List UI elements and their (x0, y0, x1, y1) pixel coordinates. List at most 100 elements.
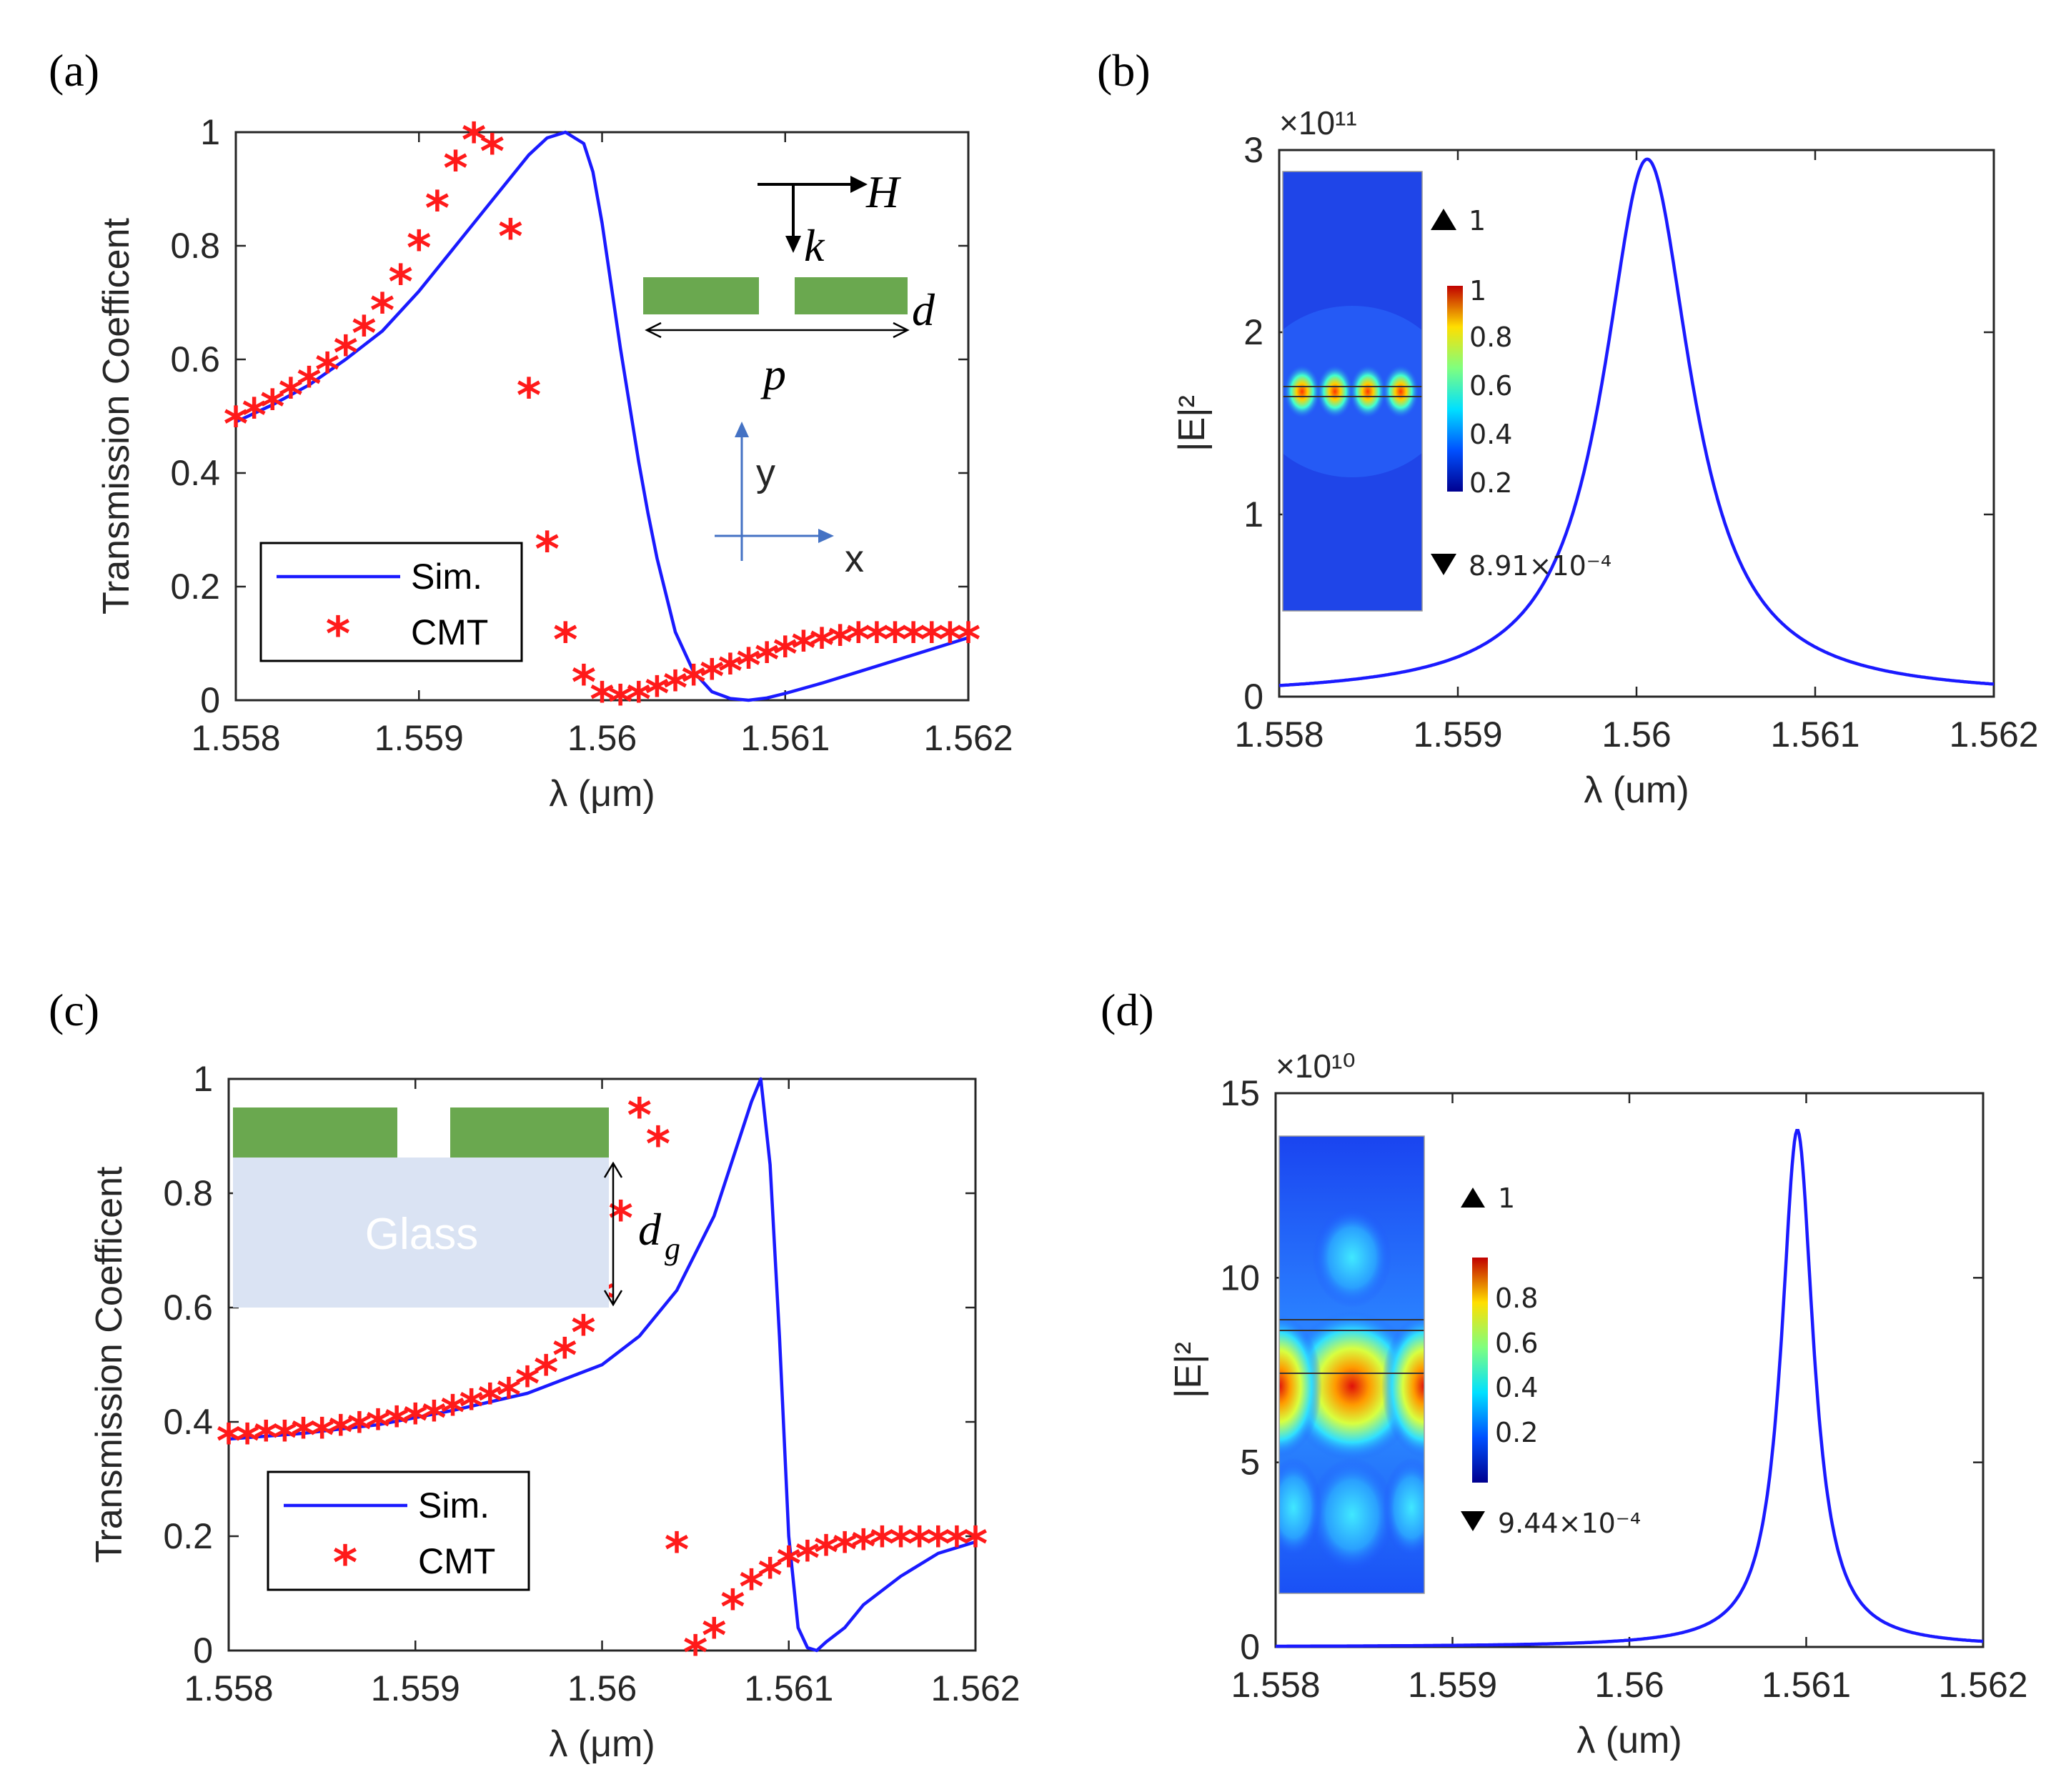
x-tick-label: 1.558 (184, 1668, 273, 1708)
inset-grating-schematic-a: H k d p y x (643, 166, 935, 580)
min-marker-icon (1461, 1511, 1485, 1531)
y-tick-label: 1 (1243, 494, 1263, 534)
cmt-point: * (681, 655, 706, 710)
thickness-label-d: d (912, 284, 935, 335)
cmt-point: * (938, 613, 963, 668)
y-axis-label: y (756, 452, 775, 494)
colorbar-tick: 0.8 (1469, 322, 1512, 353)
y-tick-label: 0.8 (163, 1173, 213, 1213)
lower-lobe (1309, 1458, 1395, 1572)
x-tick-label: 1.559 (1413, 715, 1502, 755)
hotspot-left (1279, 1315, 1322, 1458)
legend-label-cmt: CMT (411, 612, 488, 652)
cmt-point: * (217, 1414, 242, 1469)
cmt-point: * (755, 632, 780, 687)
x-axis-title: λ (um) (1584, 770, 1689, 811)
hotspot-center (1284, 1311, 1420, 1461)
series-line-sim (235, 130, 969, 702)
x-axis-title: λ (um) (1576, 1720, 1682, 1761)
cmt-point: * (739, 1560, 764, 1615)
cmt-point: * (459, 1380, 484, 1435)
x-axis-title: λ (μm) (549, 1723, 655, 1765)
glass-thickness-label: d (638, 1204, 662, 1255)
y-tick-label: 1 (193, 1059, 213, 1099)
cmt-point: * (626, 672, 651, 727)
panel-letter-d: (d) (1101, 985, 1154, 1035)
cmt-point: * (645, 667, 670, 722)
cmt-point: * (572, 655, 597, 710)
grating-bar-right (795, 277, 908, 314)
cmt-point: * (956, 613, 981, 668)
cmt-point: * (720, 1580, 745, 1635)
cmt-point: * (571, 1305, 596, 1360)
cmt-point: * (517, 369, 542, 424)
x-tick-label: 1.56 (1601, 715, 1671, 755)
cmt-point: * (646, 1117, 671, 1172)
y-tick-label: 0 (1240, 1627, 1260, 1667)
x-tick-label: 1.559 (374, 718, 464, 758)
max-marker-icon (1431, 209, 1456, 230)
cmt-point: * (702, 1608, 727, 1663)
legend-box (267, 1470, 530, 1591)
x-tick-label: 1.561 (744, 1668, 833, 1708)
x-tick-label: 1.561 (1762, 1665, 1851, 1705)
cmt-point: * (870, 1517, 895, 1572)
colorbar-tick: 1 (1469, 275, 1486, 307)
y-tick-label: 0.2 (163, 1516, 213, 1556)
x-tick-label: 1.561 (1770, 715, 1859, 755)
cmt-point: * (279, 369, 304, 424)
cmt-point: * (477, 1374, 502, 1429)
y-axis-title: |E|² (1168, 1342, 1209, 1398)
cmt-point: * (309, 1408, 334, 1463)
y-axis-arrowhead (735, 422, 749, 437)
cmt-point: * (370, 283, 395, 338)
cmt-point: * (907, 1517, 932, 1572)
legend-label-sim: Sim. (411, 557, 482, 597)
cmt-point: * (260, 380, 285, 435)
hotspot-right (1381, 1315, 1424, 1458)
x-tick-label: 1.56 (1594, 1665, 1664, 1705)
colorbar-tick: 0.2 (1469, 467, 1512, 499)
cmt-point: * (328, 1405, 353, 1460)
cmt-point: * (883, 613, 908, 668)
cmt-point: * (833, 1523, 858, 1578)
y-tick-label: 0.2 (170, 567, 220, 607)
cmt-point: * (814, 1525, 839, 1581)
y-tick-label: 0.4 (163, 1402, 213, 1442)
h-field-label: H (865, 166, 902, 217)
y-tick-label: 0 (200, 680, 220, 720)
grating-bar-left (643, 277, 759, 314)
colorbar-tick: 0.6 (1495, 1328, 1538, 1359)
cmt-point: * (901, 613, 926, 668)
cmt-point: * (810, 619, 835, 674)
x-axis-label: x (845, 537, 864, 580)
legend-marker-cmt: * (333, 1535, 358, 1591)
cmt-point: * (352, 306, 377, 361)
field-map-frame (1278, 1135, 1425, 1594)
hotspot-1 (1283, 364, 1321, 419)
cmt-point: * (333, 326, 358, 381)
colorbar-tick: 0.4 (1469, 419, 1512, 450)
x-tick-label: 1.56 (567, 1668, 637, 1708)
legend-box (259, 542, 523, 662)
cmt-point: * (497, 1368, 522, 1423)
cmt-point: * (384, 1397, 409, 1452)
series-line (1278, 157, 1995, 687)
arrow-head-top (603, 1161, 623, 1178)
cmt-point: * (608, 1191, 633, 1246)
cmt-point: * (403, 1394, 428, 1449)
legend-label-cmt: CMT (418, 1541, 495, 1581)
legend-marker-cmt: * (326, 607, 351, 662)
hotspot-4 (1382, 364, 1419, 419)
series-line-sim (228, 1077, 976, 1653)
colorbar (1472, 1258, 1488, 1483)
x-tick-label: 1.562 (1938, 1665, 2027, 1705)
legend-label-sim: Sim. (418, 1485, 490, 1525)
x-tick-label: 1.561 (740, 718, 830, 758)
colorbar-tick: 0.8 (1495, 1283, 1538, 1314)
cmt-point: * (254, 1411, 279, 1466)
cmt-point: * (795, 1531, 820, 1586)
y-tick-label: 0.6 (163, 1288, 213, 1328)
lower-left-lobe (1279, 1458, 1322, 1558)
y-axis-title: Transmission Coefficent (89, 1166, 130, 1563)
